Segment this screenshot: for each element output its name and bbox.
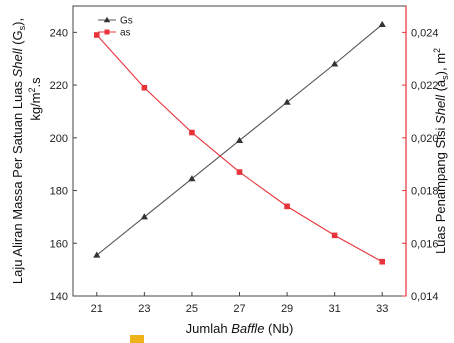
figure-number-badge <box>130 335 144 343</box>
x-tick-label: 29 <box>281 303 293 315</box>
right-y-axis-ticks: 0,014 0,016 0,018 0,020 0,022 0,024 <box>402 27 439 303</box>
data-point-Gs <box>188 175 196 182</box>
left-y-tick-label: 200 <box>50 133 68 145</box>
x-tick-label: 31 <box>329 303 341 315</box>
left-y-tick-label: 180 <box>50 186 68 198</box>
x-tick-label: 33 <box>376 303 388 315</box>
data-point-Gs <box>235 136 244 143</box>
x-axis-ticks: 21 23 25 27 29 31 33 <box>91 292 388 315</box>
legend-marker-Gs <box>103 16 111 23</box>
right-y-tick-label: 0,016 <box>411 238 439 250</box>
x-tick-label: 25 <box>186 303 198 315</box>
data-point-as <box>236 169 243 175</box>
data-point-Gs <box>378 20 386 27</box>
right-y-tick-label: 0,018 <box>411 186 439 198</box>
data-point-Gs <box>331 60 339 67</box>
left-y-tick-label: 220 <box>50 80 68 92</box>
data-point-as <box>331 232 338 239</box>
x-tick-label: 21 <box>91 303 103 315</box>
data-point-as <box>93 32 100 38</box>
legend-label-as: as <box>120 28 131 39</box>
left-y-tick-label: 160 <box>50 238 68 250</box>
left-y-tick-label: 140 <box>50 291 68 303</box>
right-y-tick-label: 0,024 <box>411 27 439 39</box>
left-y-axis-ticks: 140 160 180 200 220 240 <box>50 27 77 303</box>
data-point-as <box>284 203 290 210</box>
x-tick-label: 27 <box>233 303 245 315</box>
data-point-as <box>141 84 148 91</box>
data-point-Gs <box>93 251 101 258</box>
left-y-tick-label: 240 <box>50 27 68 39</box>
x-axis-title: Jumlah Baffle (Nb) <box>186 321 294 336</box>
left-y-axis-title-line2: kg/m2.s <box>27 77 43 121</box>
legend-label-Gs: Gs <box>120 16 133 27</box>
right-y-tick-label: 0,020 <box>411 133 439 145</box>
data-point-Gs <box>283 98 291 105</box>
data-point-as <box>189 129 195 136</box>
right-y-tick-label: 0,022 <box>411 80 439 92</box>
data-point-as <box>379 258 386 265</box>
legend-marker-as <box>104 29 110 35</box>
right-y-axis-title: Luas Penampang Sisi Shell (as), m2 <box>432 48 450 254</box>
series-line-as <box>96 34 383 263</box>
right-y-tick-label: 0,014 <box>411 291 439 303</box>
data-point-Gs <box>140 213 148 220</box>
left-y-axis-title-line1: Laju Aliran Massa Per Satuan Luas Shell … <box>10 18 27 284</box>
x-tick-label: 23 <box>138 303 150 315</box>
series-layer <box>93 20 386 265</box>
plot-area-frame <box>72 5 407 297</box>
